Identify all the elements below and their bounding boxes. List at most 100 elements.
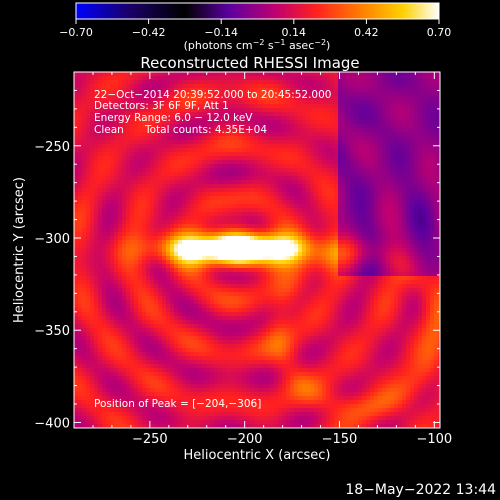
heat-cell — [150, 216, 154, 220]
heat-cell — [334, 92, 338, 96]
heat-cell — [286, 84, 290, 88]
heat-cell — [298, 100, 302, 104]
heat-cell — [210, 200, 214, 204]
heat-cell — [326, 108, 330, 112]
heat-cell — [398, 84, 402, 88]
heat-cell — [390, 232, 394, 236]
heat-cell — [430, 264, 434, 268]
heat-cell — [262, 284, 266, 288]
heat-cell — [438, 108, 440, 112]
heat-cell — [318, 216, 322, 220]
heat-cell — [106, 164, 110, 168]
heat-cell — [246, 96, 250, 100]
heat-cell — [230, 240, 234, 244]
heat-cell — [110, 248, 114, 252]
heat-cell — [290, 280, 294, 284]
heat-cell — [134, 264, 138, 268]
heat-cell — [358, 272, 362, 276]
heat-cell — [210, 220, 214, 224]
heat-cell — [230, 132, 234, 136]
heat-cell — [374, 260, 378, 264]
heat-cell — [110, 276, 114, 280]
heat-cell — [290, 92, 294, 96]
heat-cell — [134, 124, 138, 128]
heat-cell — [322, 164, 326, 168]
heat-cell — [258, 160, 262, 164]
heat-cell — [346, 184, 350, 188]
heat-cell — [258, 212, 262, 216]
heat-cell — [274, 272, 278, 276]
heat-cell — [362, 252, 366, 256]
heat-cell — [74, 228, 78, 232]
heat-cell — [146, 220, 150, 224]
heat-cell — [274, 176, 278, 180]
heat-cell — [374, 140, 378, 144]
heat-cell — [162, 252, 166, 256]
heat-cell — [138, 176, 142, 180]
heat-cell — [330, 196, 334, 200]
heat-cell — [346, 200, 350, 204]
heat-cell — [314, 108, 318, 112]
heat-cell — [130, 96, 134, 100]
heat-cell — [366, 200, 370, 204]
heat-cell — [374, 252, 378, 256]
heat-cell — [226, 240, 230, 244]
heat-cell — [330, 76, 334, 80]
heat-cell — [378, 172, 382, 176]
heat-cell — [314, 272, 318, 276]
heat-cell — [302, 216, 306, 220]
heat-cell — [410, 76, 414, 80]
heat-cell — [414, 240, 418, 244]
heat-cell — [218, 264, 222, 268]
heat-cell — [246, 172, 250, 176]
heat-cell — [130, 200, 134, 204]
heat-cell — [370, 256, 374, 260]
heat-cell — [94, 264, 98, 268]
heat-cell — [366, 276, 370, 280]
heat-cell — [362, 140, 366, 144]
heat-cell — [114, 128, 118, 132]
heat-cell — [350, 156, 354, 160]
heat-cell — [398, 200, 402, 204]
heat-cell — [382, 132, 386, 136]
heat-cell — [238, 140, 242, 144]
heat-cell — [186, 184, 190, 188]
heat-cell — [178, 152, 182, 156]
heat-cell — [138, 96, 142, 100]
heat-cell — [94, 188, 98, 192]
heat-cell — [270, 184, 274, 188]
heat-cell — [350, 228, 354, 232]
heat-cell — [438, 180, 440, 184]
heat-cell — [422, 148, 426, 152]
heat-cell — [422, 128, 426, 132]
heat-cell — [242, 192, 246, 196]
heat-cell — [110, 284, 114, 288]
heat-cell — [102, 156, 106, 160]
heat-cell — [358, 232, 362, 236]
heat-cell — [302, 184, 306, 188]
heat-cell — [114, 224, 118, 228]
heat-cell — [382, 180, 386, 184]
heat-cell — [198, 140, 202, 144]
heat-cell — [90, 132, 94, 136]
heat-cell — [122, 176, 126, 180]
heat-cell — [242, 204, 246, 208]
heat-cell — [274, 264, 278, 268]
heat-cell — [130, 280, 134, 284]
heat-cell — [218, 276, 222, 280]
heat-cell — [242, 184, 246, 188]
heat-cell — [166, 276, 170, 280]
heat-cell — [330, 100, 334, 104]
heat-cell — [250, 96, 254, 100]
heat-cell — [218, 80, 222, 84]
heat-cell — [434, 216, 438, 220]
heat-cell — [282, 188, 286, 192]
heat-cell — [366, 280, 370, 284]
heat-cell — [170, 164, 174, 168]
heat-cell — [238, 144, 242, 148]
heat-cell — [282, 124, 286, 128]
heat-cell — [242, 228, 246, 232]
heat-cell — [114, 212, 118, 216]
heat-cell — [206, 208, 210, 212]
heat-cell — [298, 112, 302, 116]
